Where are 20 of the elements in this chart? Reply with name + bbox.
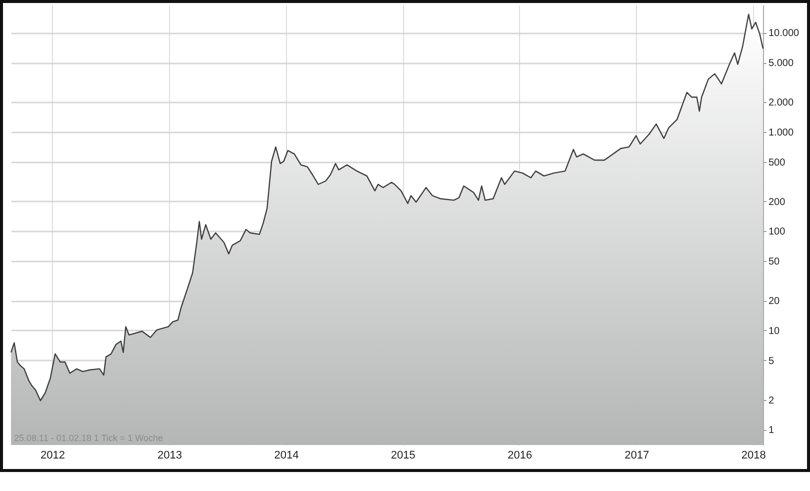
- y-tick-label: 10.000: [768, 28, 800, 40]
- y-tick-label: 5.000: [768, 58, 794, 70]
- y-tick-label: 50: [768, 256, 780, 268]
- x-tick-label: 2015: [390, 450, 416, 462]
- y-tick-label: 10: [768, 326, 780, 337]
- y-tick-label: 500: [768, 157, 786, 168]
- x-tick-label: 2016: [508, 450, 532, 462]
- y-tick-label: 1.000: [768, 127, 794, 138]
- x-tick-label: 2017: [624, 450, 650, 462]
- y-tick-label: 2: [768, 395, 774, 406]
- y-tick-label: 200: [768, 196, 786, 208]
- x-tick-label: 2012: [40, 450, 65, 462]
- y-tick-label: 100: [768, 226, 786, 238]
- x-tick-label: 2014: [274, 450, 299, 462]
- y-tick-label: 1: [768, 425, 774, 436]
- x-tick-label: 2018: [741, 450, 766, 462]
- y-tick-label: 20: [768, 296, 780, 308]
- y-tick-label: 2.000: [768, 98, 794, 109]
- x-tick-label: 2013: [158, 450, 182, 462]
- y-tick-label: 5: [768, 356, 774, 367]
